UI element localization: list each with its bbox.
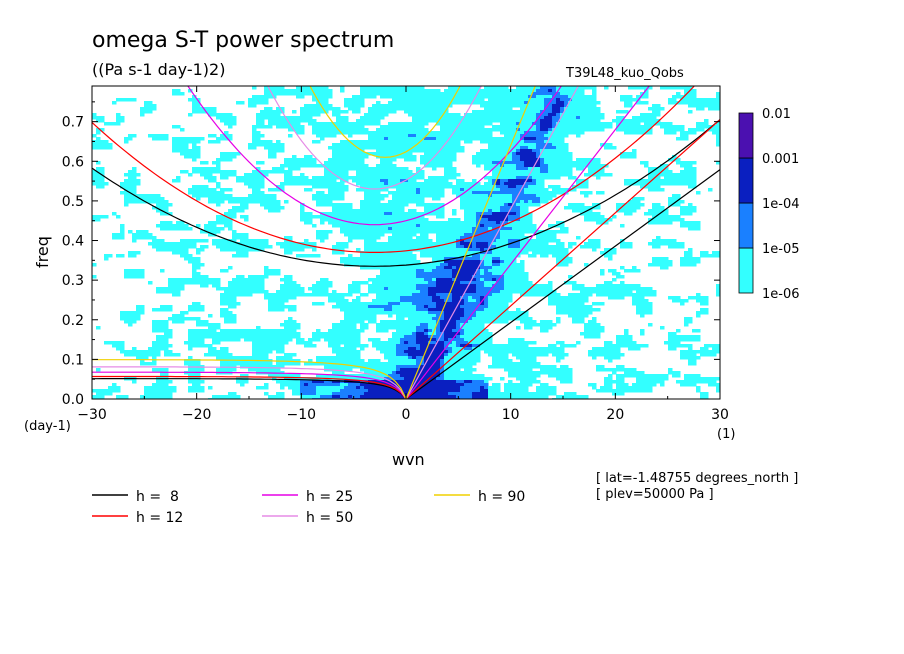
dataset-label: T39L48_kuo_Qobs [565, 66, 684, 81]
dispersion-curves [92, 86, 720, 399]
kelvin-curve-h50 [405, 86, 579, 399]
gravity-curve-h90 [309, 86, 461, 158]
gravity-curve-h12 [92, 86, 696, 253]
legend-label: h = 12 [136, 510, 183, 526]
y-tick-label: 0.0 [62, 392, 84, 408]
colorbar-segment [738, 202, 754, 249]
y-tick-label: 0.7 [62, 115, 84, 131]
x-tick-label: 20 [606, 407, 624, 423]
plot-area [91, 85, 721, 400]
chart-units: ((Pa s-1 day-1)2) [92, 60, 225, 79]
y-tick-label: 0.2 [62, 313, 84, 329]
gravity-curve-h8 [92, 119, 720, 267]
y-axis-title: freq [33, 236, 52, 268]
note-latitude: [ lat=-1.48755 degrees_north ] [596, 471, 798, 486]
colorbar-segment [738, 247, 754, 294]
kelvin-curve-h90 [405, 86, 536, 399]
y-tick-label: 0.1 [62, 352, 84, 368]
x-axis: −30 −20 −10 0 10 20 30 [77, 86, 729, 423]
legend: h = 8 h = 12 h = 25 h = 50 h = 90 [92, 489, 525, 526]
x-tick-label: 10 [502, 407, 520, 423]
x-tick-label: 30 [711, 407, 729, 423]
x-tick-label: −20 [182, 407, 212, 423]
colorbar-label: 0.001 [762, 152, 799, 167]
x-tick-label: −10 [287, 407, 317, 423]
y-axis: 0.0 0.1 0.2 0.3 0.4 0.5 0.6 0.7 [62, 101, 720, 408]
rossby-curve-h25 [92, 371, 407, 399]
rossby-curve-h90 [92, 359, 407, 399]
kelvin-curve-h25 [405, 86, 650, 399]
legend-label: h = 50 [306, 510, 353, 526]
colorbar-label: 1e-04 [762, 197, 800, 212]
x-unit-label: (1) [717, 427, 735, 442]
y-unit-label: (day-1) [24, 419, 71, 434]
kelvin-curve-h12 [405, 119, 720, 399]
kelvin-curve-h8 [405, 169, 720, 399]
y-tick-label: 0.4 [62, 234, 84, 250]
colorbar: 1e-06 1e-05 1e-04 0.001 0.01 [738, 107, 800, 302]
colorbar-label: 0.01 [762, 107, 791, 122]
x-tick-label: −30 [77, 407, 107, 423]
x-tick-label: 0 [402, 407, 411, 423]
colorbar-segment [738, 112, 754, 159]
chart-title: omega S-T power spectrum [92, 28, 394, 53]
legend-label: h = 90 [478, 489, 525, 505]
note-pressure-level: [ plev=50000 Pa ] [596, 487, 714, 502]
y-tick-label: 0.5 [62, 194, 84, 210]
power-heatmap [92, 86, 720, 399]
legend-label: h = 8 [136, 489, 179, 505]
rossby-curve-h8 [92, 378, 407, 399]
gravity-curve-h50 [267, 86, 483, 190]
colorbar-segment [738, 157, 754, 204]
legend-label: h = 25 [306, 489, 353, 505]
gravity-curve-h25 [187, 86, 563, 226]
rossby-curve-h12 [92, 375, 407, 399]
rossby-curve-h50 [92, 366, 407, 399]
y-tick-label: 0.6 [62, 154, 84, 170]
y-tick-label: 0.3 [62, 273, 84, 289]
colorbar-label: 1e-05 [762, 242, 800, 257]
x-axis-title: wvn [392, 450, 425, 469]
colorbar-label: 1e-06 [762, 287, 800, 302]
